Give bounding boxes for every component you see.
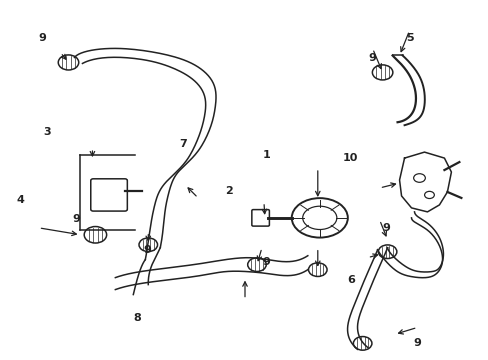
Text: 9: 9 [143,245,151,255]
Text: 8: 8 [133,313,141,323]
Text: 1: 1 [262,150,270,160]
Text: 9: 9 [38,33,46,43]
Text: 4: 4 [16,195,24,205]
Text: 9: 9 [72,215,80,224]
Text: 2: 2 [224,186,232,196]
Text: 7: 7 [179,139,187,149]
Text: 9: 9 [381,224,389,233]
Text: 9: 9 [367,53,375,63]
Text: 5: 5 [406,33,413,43]
Text: 9: 9 [413,338,421,348]
Text: 10: 10 [343,153,358,163]
Text: 9: 9 [262,257,270,267]
Text: 3: 3 [43,127,51,136]
Text: 6: 6 [346,275,354,285]
